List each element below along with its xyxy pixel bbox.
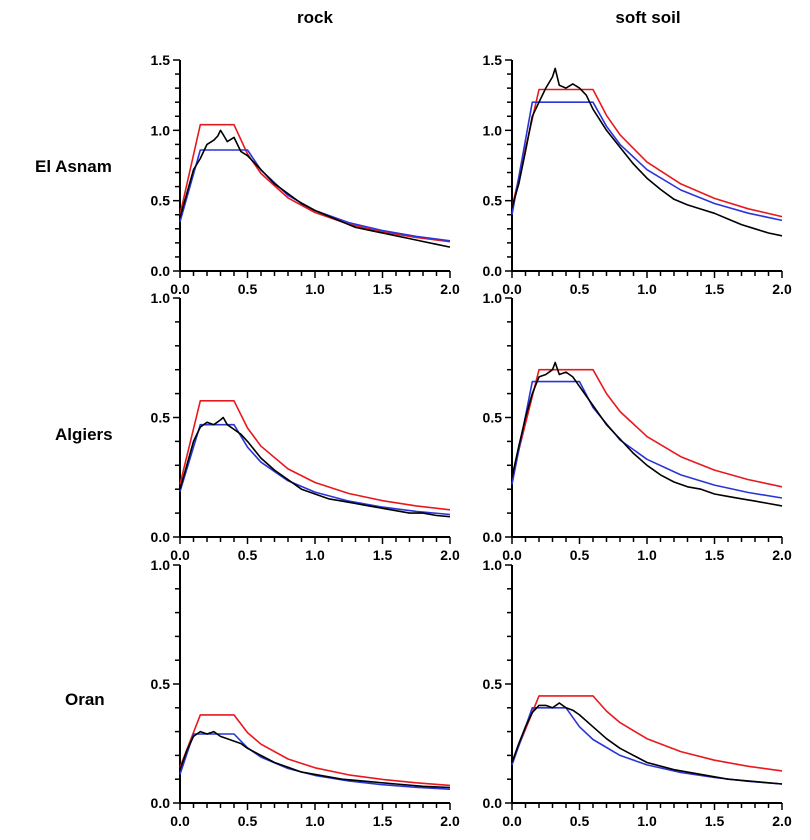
x-tick-label: 1.0 — [637, 813, 657, 829]
y-tick-label: 1.5 — [483, 52, 503, 68]
series-line-black — [511, 67, 783, 237]
x-tick-label: 0.0 — [502, 281, 522, 297]
chart-panel-0-0: 0.0 0.5 1.0 1.5 2.0 0.0 0.5 1.0 1.5 — [151, 52, 460, 297]
y-tick-label: 1.0 — [483, 290, 503, 306]
row-title-oran: Oran — [65, 690, 105, 709]
x-tick-label: 1.0 — [305, 547, 325, 563]
y-tick-label: 0.5 — [151, 676, 171, 692]
x-tick-label: 1.5 — [373, 281, 393, 297]
x-tick-label: 1.5 — [705, 281, 725, 297]
x-tick-label: 1.0 — [637, 281, 657, 297]
y-tick-label: 0.0 — [151, 263, 171, 279]
series-line-red — [511, 695, 783, 772]
x-tick-label: 0.0 — [502, 813, 522, 829]
x-tick-label: 1.0 — [305, 813, 325, 829]
y-tick-label: 0.5 — [151, 193, 171, 209]
y-tick-label: 0.0 — [483, 795, 503, 811]
x-tick-label: 0.0 — [170, 281, 190, 297]
x-tick-label: 0.5 — [570, 281, 590, 297]
series-line-black — [511, 702, 783, 785]
chart-panel-1-0: 0.0 0.5 1.0 1.5 2.0 0.0 0.5 1.0 — [151, 290, 460, 563]
y-tick-label: 1.0 — [151, 557, 171, 573]
series-line-red — [511, 368, 783, 488]
series-line-blue — [179, 733, 451, 790]
y-tick-label: 1.0 — [483, 557, 503, 573]
y-tick-label: 0.5 — [483, 676, 503, 692]
series-line-blue — [511, 706, 783, 785]
chart-panel-0-1: 0.0 0.5 1.0 1.5 2.0 0.0 0.5 1.0 1.5 — [483, 52, 792, 297]
series-line-blue — [511, 380, 783, 499]
series-line-black — [511, 361, 783, 507]
series-line-blue — [179, 149, 451, 242]
x-tick-label: 1.0 — [637, 547, 657, 563]
y-tick-label: 0.5 — [483, 193, 503, 209]
y-tick-label: 0.5 — [483, 410, 503, 426]
series-line-black — [179, 129, 451, 248]
y-tick-label: 1.0 — [151, 290, 171, 306]
x-tick-label: 2.0 — [440, 813, 460, 829]
x-tick-label: 0.5 — [238, 813, 258, 829]
y-tick-label: 1.5 — [151, 52, 171, 68]
row-title-el-asnam: El Asnam — [35, 157, 112, 176]
series-line-blue — [511, 101, 783, 222]
y-tick-label: 0.0 — [151, 795, 171, 811]
x-tick-label: 0.5 — [238, 281, 258, 297]
series-line-red — [179, 399, 451, 511]
x-tick-label: 1.5 — [373, 813, 393, 829]
x-tick-label: 1.5 — [705, 547, 725, 563]
x-tick-label: 0.5 — [238, 547, 258, 563]
x-tick-label: 2.0 — [440, 281, 460, 297]
x-tick-label: 0.5 — [570, 813, 590, 829]
column-title-soft-soil: soft soil — [615, 8, 681, 27]
row-title-algiers: Algiers — [55, 425, 113, 444]
x-tick-label: 0.0 — [170, 813, 190, 829]
x-tick-label: 2.0 — [440, 547, 460, 563]
y-tick-label: 1.0 — [151, 122, 171, 138]
x-tick-label: 2.0 — [772, 281, 792, 297]
x-tick-label: 0.0 — [170, 547, 190, 563]
y-tick-label: 1.0 — [483, 122, 503, 138]
column-title-rock: rock — [297, 8, 333, 27]
chart-panel-2-0: 0.0 0.5 1.0 1.5 2.0 0.0 0.5 1.0 — [151, 557, 460, 829]
series-line-red — [179, 123, 451, 243]
y-tick-label: 0.0 — [483, 529, 503, 545]
y-tick-label: 0.0 — [483, 263, 503, 279]
series-line-black — [179, 416, 451, 518]
x-tick-label: 1.0 — [305, 281, 325, 297]
y-tick-label: 0.0 — [151, 529, 171, 545]
x-tick-label: 0.0 — [502, 547, 522, 563]
x-tick-label: 1.5 — [373, 547, 393, 563]
series-line-blue — [179, 423, 451, 516]
series-line-red — [511, 88, 783, 218]
x-tick-label: 1.5 — [705, 813, 725, 829]
y-tick-label: 0.5 — [151, 410, 171, 426]
x-tick-label: 0.5 — [570, 547, 590, 563]
chart-panel-2-1: 0.0 0.5 1.0 1.5 2.0 0.0 0.5 1.0 — [483, 557, 792, 829]
series-line-red — [179, 714, 451, 787]
series-line-black — [179, 730, 451, 789]
x-tick-label: 2.0 — [772, 813, 792, 829]
x-tick-label: 2.0 — [772, 547, 792, 563]
chart-panel-1-1: 0.0 0.5 1.0 1.5 2.0 0.0 0.5 1.0 — [483, 290, 792, 563]
